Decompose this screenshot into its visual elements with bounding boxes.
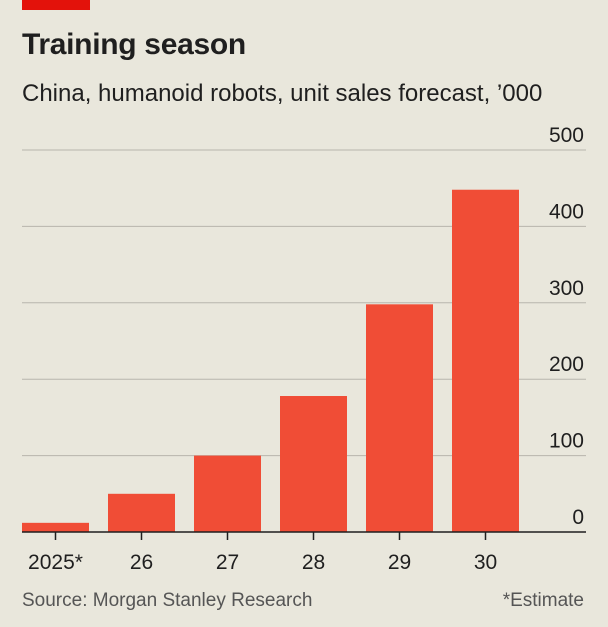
bar	[194, 455, 261, 532]
x-tick-label: 27	[216, 551, 239, 574]
chart-title: Training season	[22, 28, 246, 61]
brand-accent-bar	[22, 0, 90, 10]
y-tick-label: 300	[549, 277, 584, 300]
x-tick-label: 30	[474, 551, 497, 574]
y-tick-label: 400	[549, 200, 584, 223]
y-tick-label: 500	[549, 124, 584, 147]
chart-subtitle: China, humanoid robots, unit sales forec…	[22, 80, 543, 107]
x-tick-label: 26	[130, 551, 153, 574]
x-tick-label: 29	[388, 551, 411, 574]
source-note: Source: Morgan Stanley Research	[22, 590, 313, 611]
estimate-footnote: *Estimate	[502, 590, 584, 611]
y-tick-label: 0	[572, 506, 584, 529]
y-tick-label: 100	[549, 430, 584, 453]
y-tick-label: 200	[549, 353, 584, 376]
bar	[280, 396, 347, 532]
bar	[366, 304, 433, 532]
bar	[452, 189, 519, 532]
x-tick-label: 2025*	[28, 551, 83, 574]
bar	[22, 522, 89, 532]
x-tick-label: 28	[302, 551, 325, 574]
bar	[108, 493, 175, 532]
